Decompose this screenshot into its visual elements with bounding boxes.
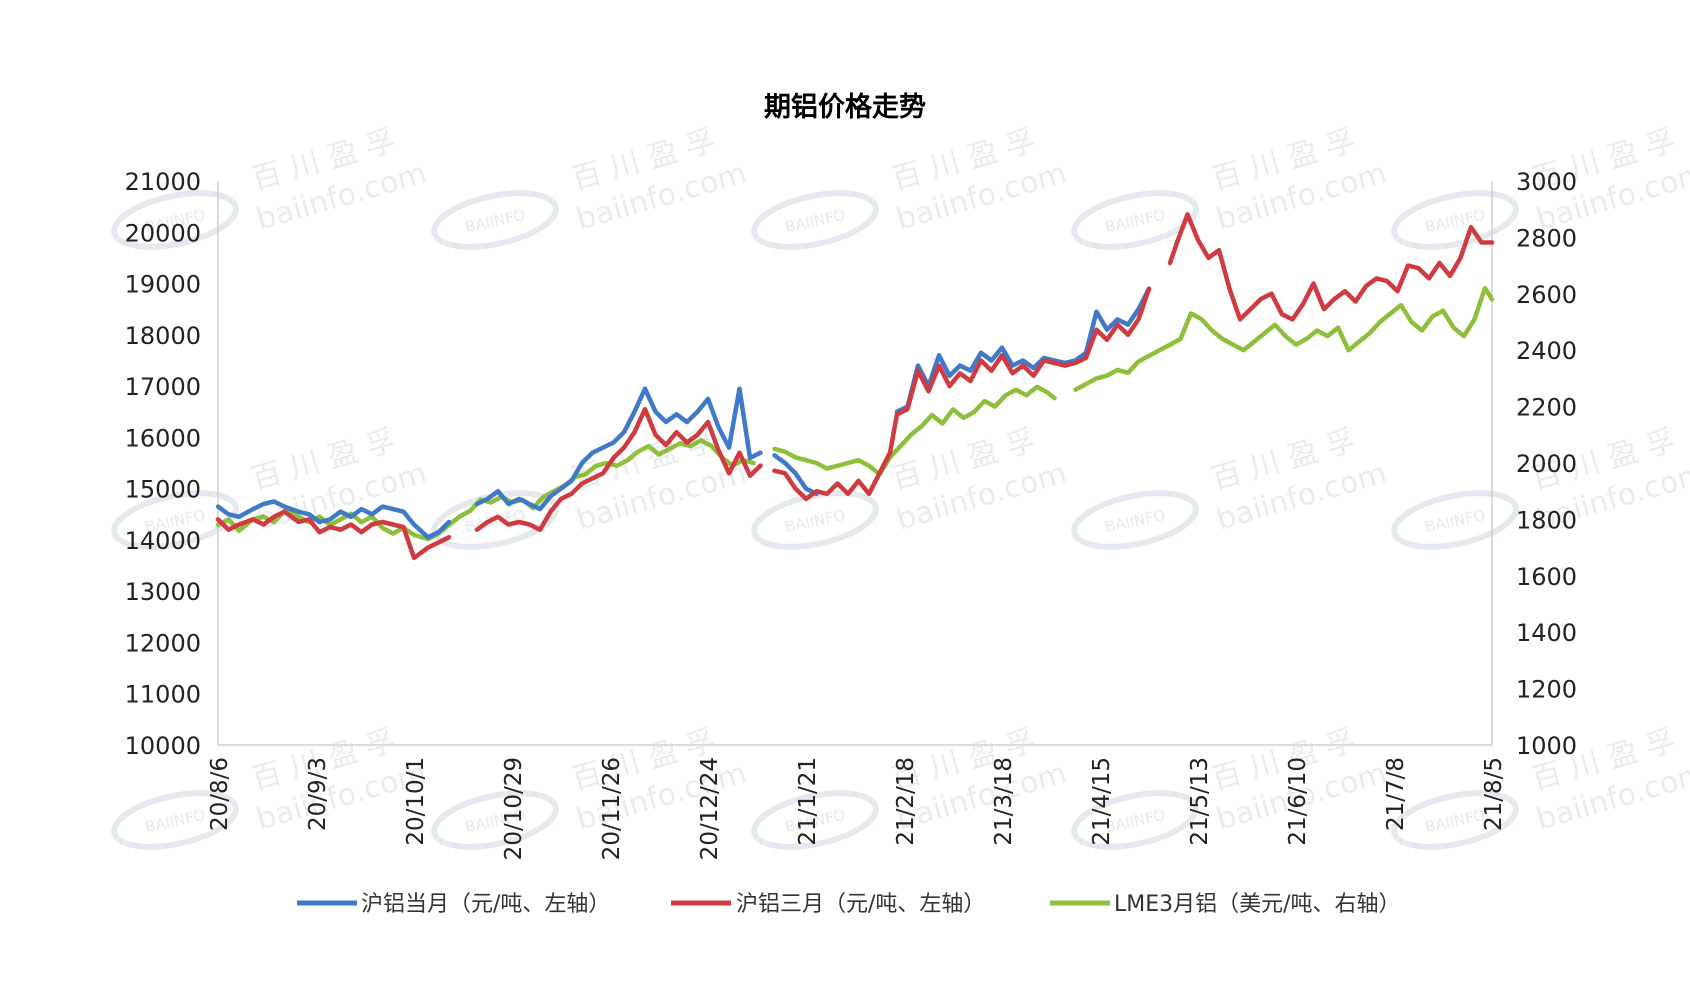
y-left-tick-label: 11000 — [125, 681, 201, 709]
chart-title: 期铝价格走势 — [764, 92, 926, 123]
y-left-tick-label: 17000 — [125, 373, 201, 401]
x-tick-label: 20/12/24 — [697, 757, 723, 860]
watermark-logo-ring — [111, 490, 239, 550]
watermark-logo-ring — [1391, 490, 1519, 550]
y-left-tick-label: 13000 — [125, 578, 201, 606]
watermark-logo-ring — [751, 790, 879, 850]
legend-item-s1: 沪铝当月（元/吨、左轴） — [297, 892, 610, 917]
y-right-tick-label: 2600 — [1516, 281, 1577, 309]
legend-item-s2: 沪铝三月（元/吨、左轴） — [671, 892, 985, 917]
x-ticks: 20/8/6 20/9/3 20/10/1 20/10/29 20/11/26 20/12… — [207, 757, 1507, 860]
watermark-logo-text: BAIINFO — [1423, 206, 1486, 236]
x-tick-label: 20/9/3 — [305, 757, 331, 831]
watermark-logo-ring — [751, 190, 879, 250]
watermark-logo-ring — [431, 190, 559, 250]
watermark-logo-ring — [1391, 790, 1519, 850]
series-line-2 — [215, 212, 1495, 561]
watermark-logo-ring — [1071, 790, 1199, 850]
y-left-tick-label: 19000 — [125, 271, 201, 299]
y-right-tick-label: 1200 — [1516, 676, 1577, 704]
watermark-logo-ring — [1071, 190, 1199, 250]
watermark-logo-text: BAIINFO — [143, 806, 206, 836]
watermark-logo-text: BAIINFO — [783, 506, 846, 536]
y-left-tick-label: 16000 — [125, 424, 201, 452]
watermark-logo-ring — [1071, 490, 1199, 550]
watermark-logo-text: BAIINFO — [463, 206, 526, 236]
y-right-ticks: 1000 1200 1400 1600 1800 2000 2200 2400 2600 2800… — [1516, 168, 1577, 760]
watermark-logo-ring — [431, 790, 559, 850]
legend-label-s1: 沪铝当月（元/吨、左轴） — [361, 892, 610, 917]
x-tick-label: 21/4/15 — [1089, 757, 1115, 846]
x-tick-label: 21/7/8 — [1383, 757, 1409, 831]
y-right-tick-label: 2200 — [1516, 394, 1577, 422]
watermark-logo-text: BAIINFO — [1103, 506, 1166, 536]
x-tick-label: 21/3/18 — [991, 757, 1017, 846]
x-tick-label: 20/11/26 — [599, 757, 625, 860]
y-left-tick-label: 18000 — [125, 322, 201, 350]
watermark-logo-text: BAIINFO — [1103, 206, 1166, 236]
watermark-logo-text: BAIINFO — [1423, 806, 1486, 836]
y-right-tick-label: 1000 — [1516, 732, 1577, 760]
y-left-tick-label: 12000 — [125, 629, 201, 657]
legend-label-s3: LME3月铝（美元/吨、右轴） — [1114, 892, 1401, 917]
watermark-logo-ring — [111, 790, 239, 850]
series-layer — [215, 212, 1495, 561]
y-left-tick-label: 10000 — [125, 732, 201, 760]
watermark-logo-ring — [1391, 190, 1519, 250]
y-right-tick-label: 2000 — [1516, 450, 1577, 478]
x-tick-label: 21/5/13 — [1187, 757, 1213, 846]
watermark-logo-ring — [111, 190, 239, 250]
y-right-tick-label: 1800 — [1516, 506, 1577, 534]
y-right-tick-label: 2800 — [1516, 224, 1577, 252]
y-left-ticks: 10000 11000 12000 13000 14000 15000 16000 17000… — [125, 168, 201, 760]
x-tick-label: 21/2/18 — [893, 757, 919, 846]
legend-item-s3: LME3月铝（美元/吨、右轴） — [1050, 892, 1401, 917]
y-left-tick-label: 14000 — [125, 527, 201, 555]
y-right-tick-label: 2400 — [1516, 337, 1577, 365]
watermark-logo-text: BAIINFO — [1423, 506, 1486, 536]
x-tick-label: 21/8/5 — [1481, 757, 1507, 831]
legend-label-s2: 沪铝三月（元/吨、左轴） — [736, 892, 985, 917]
plot-area — [217, 181, 1493, 746]
watermark-logo-text: BAIINFO — [783, 206, 846, 236]
x-tick-label: 21/1/21 — [795, 757, 821, 846]
y-left-tick-label: 20000 — [125, 219, 201, 247]
y-left-tick-label: 15000 — [125, 476, 201, 504]
y-right-tick-label: 1600 — [1516, 563, 1577, 591]
y-left-tick-label: 21000 — [125, 168, 201, 196]
series-line-1 — [215, 286, 1152, 540]
y-right-tick-label: 3000 — [1516, 168, 1577, 196]
x-tick-label: 20/10/29 — [501, 757, 527, 860]
x-tick-label: 20/10/1 — [403, 757, 429, 846]
x-tick-label: 21/6/10 — [1285, 757, 1311, 846]
x-tick-label: 20/8/6 — [207, 757, 233, 831]
y-right-tick-label: 1400 — [1516, 619, 1577, 647]
legend: 沪铝当月（元/吨、左轴） 沪铝三月（元/吨、左轴） LME3月铝（美元/吨、右轴… — [297, 892, 1401, 917]
